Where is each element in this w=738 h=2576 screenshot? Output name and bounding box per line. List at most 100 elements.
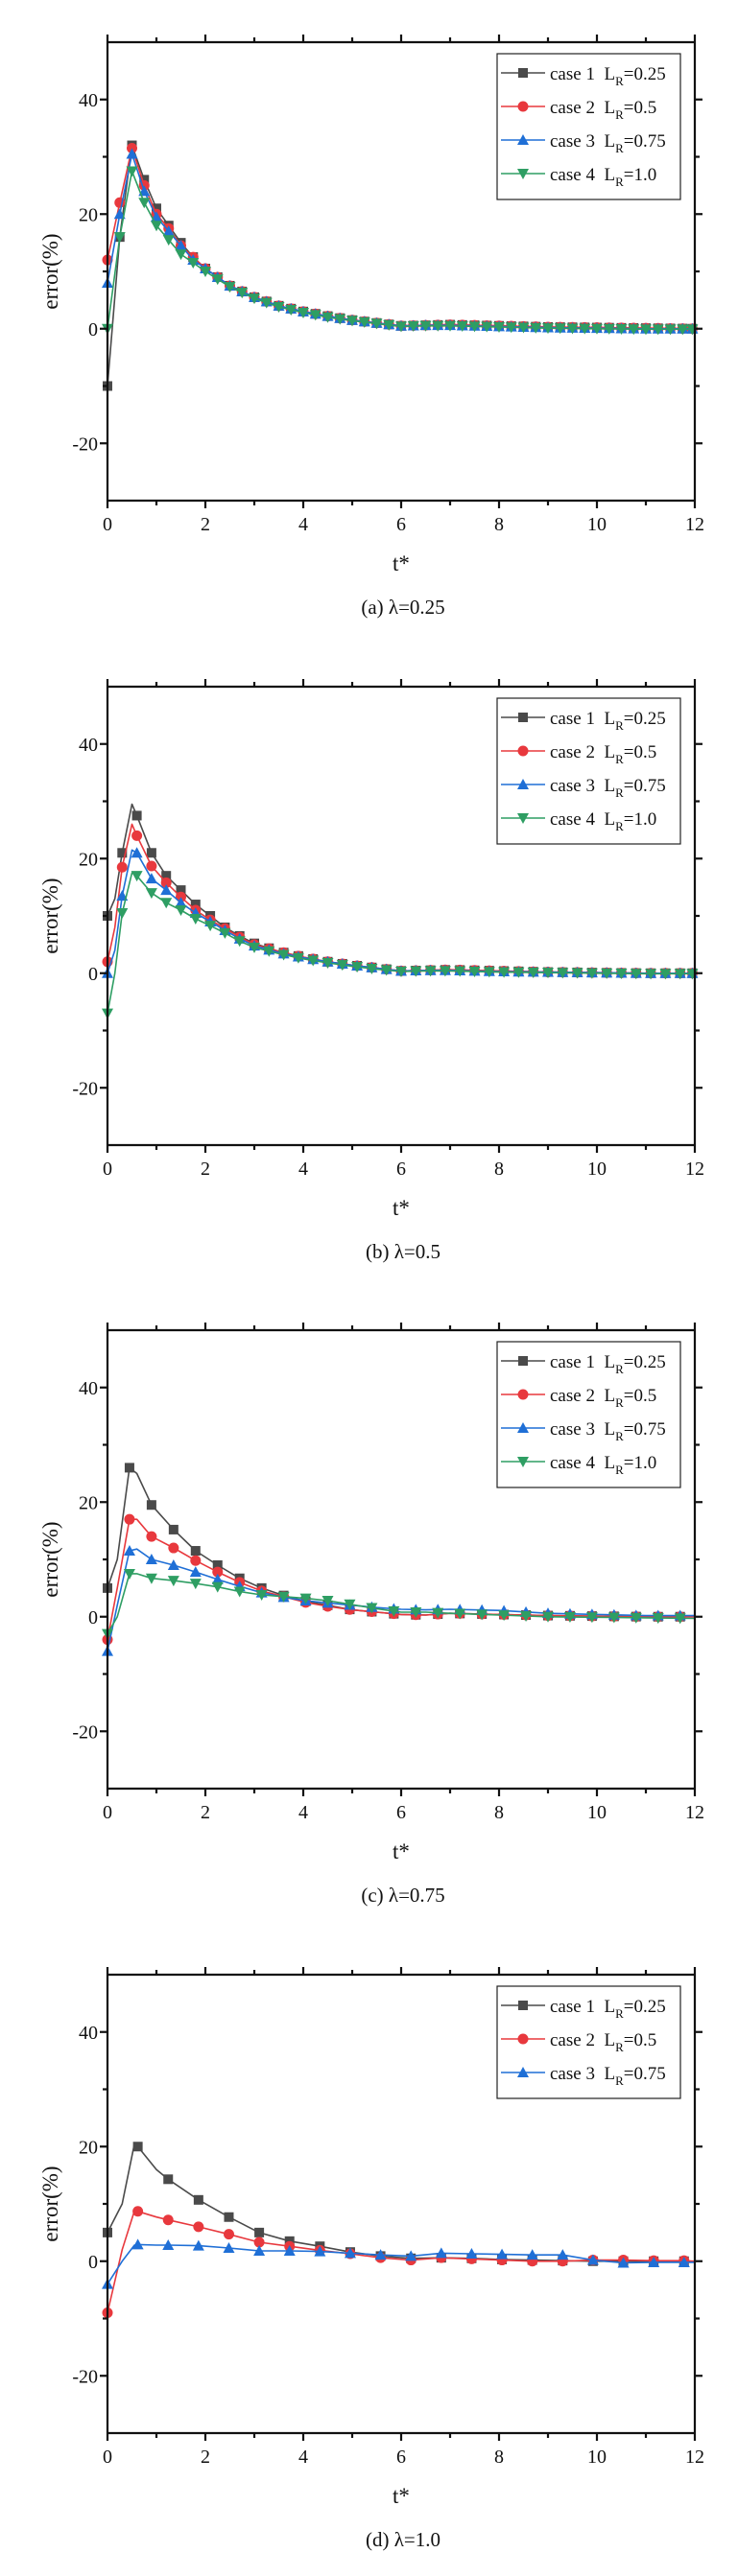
data-point-case-4 [664,324,677,336]
data-point-case-2 [146,860,157,872]
y-tick-label: 0 [88,319,98,340]
legend: case 1 LR=0.25 case 2 LR=0.5 case 3 LR=0.7… [496,1984,681,2099]
x-tick-label: 0 [103,514,112,535]
legend-marker [517,812,529,824]
x-tick-label: 4 [298,2447,308,2468]
legend-label: case 3 LR=0.75 [550,776,666,800]
x-axis-label: t* [393,1839,410,1863]
x-axis-label: t* [393,1196,410,1220]
data-point-case-4 [563,1612,576,1624]
legend-item-case-1: case 1 LR=0.25 [501,709,666,733]
y-tick-label: 20 [79,1492,98,1513]
data-point-case-4 [211,1581,224,1593]
legend-marker [518,1356,528,1366]
series-line-case-1 [107,1466,695,1618]
data-point-case-4 [346,316,358,327]
data-point-case-2 [253,2236,265,2248]
legend-item-case-1: case 1 LR=0.25 [501,1997,666,2021]
data-point-case-4 [498,967,511,978]
chart-caption: (c) λ=0.75 [361,1884,444,1907]
data-point-case-3 [131,846,143,857]
legend-marker [518,2000,528,2010]
data-point-case-3 [496,2248,509,2260]
data-point-case-3 [314,2245,326,2257]
data-point-case-4 [566,323,579,335]
data-point-case-4 [249,293,260,305]
chart-c: 0 2 4 6 8 10 12 -20 0 20 40 t* error(%) (c) λ=0.75 cas… [38,1323,704,1907]
y-tick-label: 0 [88,2251,98,2272]
data-point-case-2 [116,861,128,873]
data-point-case-4 [123,1568,135,1580]
x-tick-label: 10 [587,1159,607,1180]
data-point-case-4 [321,312,334,323]
legend-marker [517,2066,529,2077]
data-point-case-4 [557,967,569,978]
data-point-case-4 [410,966,422,977]
legend-item-case-2: case 2 LR=0.5 [501,2030,656,2054]
data-point-case-4 [309,310,321,321]
data-point-case-4 [468,966,481,977]
legend-label: case 2 LR=0.5 [550,1386,656,1410]
data-point-case-4 [407,321,419,333]
data-point-case-4 [277,1591,290,1603]
data-point-case-4 [175,904,187,916]
data-point-case-4 [527,967,539,978]
data-point-case-2 [131,830,143,841]
data-point-case-4 [351,961,364,972]
data-point-case-4 [601,968,613,979]
data-point-case-4 [512,967,525,978]
legend-label: case 1 LR=0.25 [550,1352,666,1376]
data-point-case-3 [131,2237,144,2249]
legend-marker [517,1457,529,1467]
series-group [102,2141,696,2318]
data-point-case-4 [162,235,175,246]
data-point-case-1 [146,847,156,857]
data-point-case-4 [571,968,583,979]
x-tick-label: 0 [103,1159,112,1180]
x-tick-label: 0 [103,1802,112,1823]
data-point-case-4 [358,316,370,328]
x-tick-label: 8 [494,1802,504,1823]
data-point-case-2 [124,1513,135,1525]
x-tick-label: 4 [298,1802,308,1823]
x-tick-label: 10 [587,2447,607,2468]
legend-item-case-2: case 2 LR=0.5 [501,742,656,766]
chart-panel-c: 0 2 4 6 8 10 12 -20 0 20 40 t* error(%) (c) λ=0.75 cas… [0,1288,738,1932]
data-point-case-4 [380,965,393,976]
data-point-case-3 [113,208,126,220]
data-point-case-4 [273,302,285,314]
data-point-case-4 [607,1612,620,1624]
data-point-case-3 [678,2256,690,2267]
x-tick-label: 8 [494,514,504,535]
data-point-case-4 [263,946,275,957]
data-point-case-4 [388,1605,400,1617]
data-point-case-2 [223,2228,234,2239]
data-point-case-2 [190,1555,202,1566]
y-axis-label: error(%) [38,233,62,309]
data-point-case-4 [292,952,304,964]
data-point-case-2 [132,2205,144,2216]
data-point-case-3 [617,2257,630,2268]
data-point-case-4 [151,221,162,232]
data-point-case-4 [204,920,217,931]
data-point-case-4 [370,318,383,330]
x-tick-label: 12 [685,1159,704,1180]
data-point-case-4 [439,965,451,976]
data-point-case-4 [419,320,432,332]
data-point-case-3 [344,2246,356,2258]
legend-item-case-4: case 4 LR=1.0 [501,165,656,189]
legend-label: case 3 LR=0.75 [550,131,666,155]
data-point-case-1 [146,1500,156,1510]
data-point-case-4 [145,1573,157,1584]
legend-item-case-4: case 4 LR=1.0 [501,809,656,833]
legend-item-case-2: case 2 LR=0.5 [501,98,656,122]
data-point-case-3 [374,2248,387,2260]
x-tick-label: 6 [396,514,406,535]
x-tick-label: 6 [396,2447,406,2468]
y-tick-label: 20 [79,2137,98,2158]
legend-item-case-3: case 3 LR=0.75 [501,776,666,800]
data-point-case-4 [321,957,334,969]
data-point-case-4 [233,935,246,947]
legend-item-case-1: case 1 LR=0.25 [501,1352,666,1376]
data-point-case-4 [255,1590,268,1602]
